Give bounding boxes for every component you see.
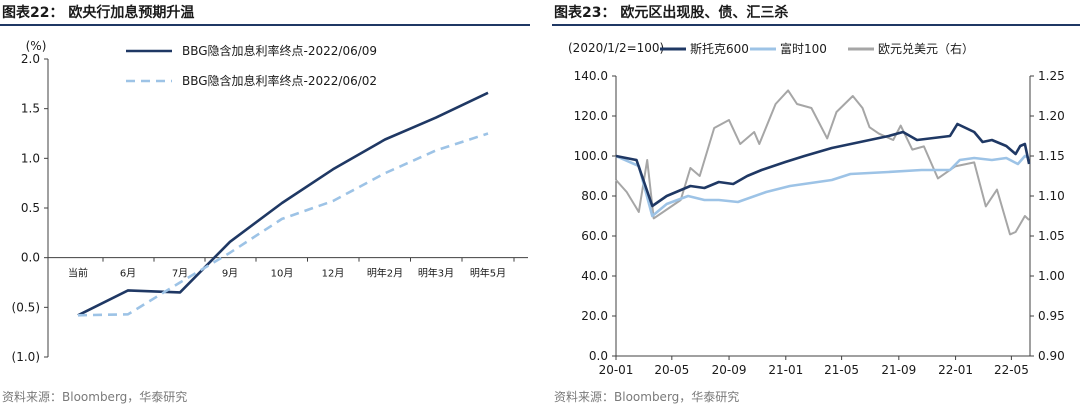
y-left-tick-label: 20.0 xyxy=(581,309,608,323)
line-chart-eurozone-triple-selloff: 0.0 20.0 40.0 60.0 80.0 100.0 120.0 140.0 0.90 0.… xyxy=(568,41,1065,377)
x-tick-label: 9月 xyxy=(222,268,238,280)
y-left-tick-label: 80.0 xyxy=(581,189,608,203)
y-tick-label: 1.5 xyxy=(21,102,40,116)
x-tick-label: 7月 xyxy=(172,268,188,280)
x-tick-label: 20-09 xyxy=(712,363,747,377)
x-tick-label: 明年3月 xyxy=(418,267,454,280)
y-right-tick-label: 1.05 xyxy=(1038,229,1065,243)
y-right-tick-label: 0.95 xyxy=(1038,309,1065,323)
x-tick-label: 12月 xyxy=(322,268,345,280)
series-line-20220609 xyxy=(77,91,489,317)
y-tick-label: (1.0) xyxy=(12,350,40,364)
y-right-tick-label: 0.90 xyxy=(1038,349,1065,363)
chart-title: 图表23： 欧元区出现股、债、汇三杀 xyxy=(554,5,789,21)
y-right-tick-label: 1.15 xyxy=(1038,149,1065,163)
x-tick-label: 22-01 xyxy=(938,363,973,377)
y-left-tick-label: 60.0 xyxy=(581,229,608,243)
index-base-note: (2020/1/2=100) xyxy=(568,41,664,55)
x-tick-label: 10月 xyxy=(271,268,294,280)
x-tick-label: 21-09 xyxy=(881,363,916,377)
series-line-eurusd xyxy=(615,89,1030,236)
y-right-tick-label: 1.20 xyxy=(1038,109,1065,123)
chart-panel-left: 图表22： 欧央行加息预期升温 (%) (1.0) (0.5) 0.0 0.5 1.0 1.… xyxy=(0,0,530,408)
y-tick-label: 0.5 xyxy=(21,201,40,215)
y-left-tick-label: 0.0 xyxy=(589,349,608,363)
x-tick-label: 20-05 xyxy=(654,363,689,377)
legend-label: BBG隐含加息利率终点-2022/06/09 xyxy=(182,43,377,58)
title-underline xyxy=(0,24,530,26)
source-note: 资料来源：Bloomberg，华泰研究 xyxy=(554,390,740,404)
y-right-tick-label: 1.00 xyxy=(1038,269,1065,283)
y-tick-label: 2.0 xyxy=(21,52,40,66)
line-chart-rate-expectations: (%) (1.0) (0.5) 0.0 0.5 1.0 1.5 2.0 当前 6月 7月 9月 10月 1… xyxy=(12,39,528,364)
title-underline xyxy=(552,24,1080,26)
legend-label: 斯托克600 xyxy=(690,42,749,56)
legend-label: BBG隐含加息利率终点-2022/06/02 xyxy=(182,73,377,88)
y-left-tick-label: 100.0 xyxy=(574,149,608,163)
y-left-tick-label: 40.0 xyxy=(581,269,608,283)
y-right-tick-label: 1.10 xyxy=(1038,189,1065,203)
legend-label: 欧元兑美元（右） xyxy=(878,41,974,56)
source-note: 资料来源：Bloomberg，华泰研究 xyxy=(2,390,188,404)
chart-title: 图表22： 欧央行加息预期升温 xyxy=(2,5,195,21)
y-tick-label: (0.5) xyxy=(12,300,40,314)
legend-label: 富时100 xyxy=(780,41,827,56)
series-line-20220602 xyxy=(77,132,489,317)
x-tick-label: 21-01 xyxy=(768,363,803,377)
y-right-tick-label: 1.25 xyxy=(1038,69,1065,83)
y-tick-label: 1.0 xyxy=(21,151,40,165)
series-line-ftse100 xyxy=(615,154,1030,218)
x-tick-label: 20-01 xyxy=(599,363,634,377)
x-tick-label: 21-05 xyxy=(824,363,859,377)
series-line-stoxx600 xyxy=(615,122,1031,208)
x-tick-label: 当前 xyxy=(68,267,88,280)
y-left-tick-label: 140.0 xyxy=(574,69,608,83)
x-tick-label: 明年2月 xyxy=(367,267,403,280)
chart-panel-right: 图表23： 欧元区出现股、债、汇三杀 0.0 20.0 40.0 60.0 80.0 10… xyxy=(552,0,1080,408)
y-unit-label: (%) xyxy=(26,39,47,53)
x-tick-label: 明年5月 xyxy=(470,267,506,280)
x-tick-label: 22-05 xyxy=(994,363,1029,377)
y-tick-label: 0.0 xyxy=(21,251,40,265)
y-left-tick-label: 120.0 xyxy=(574,109,608,123)
x-tick-label: 6月 xyxy=(120,268,136,280)
